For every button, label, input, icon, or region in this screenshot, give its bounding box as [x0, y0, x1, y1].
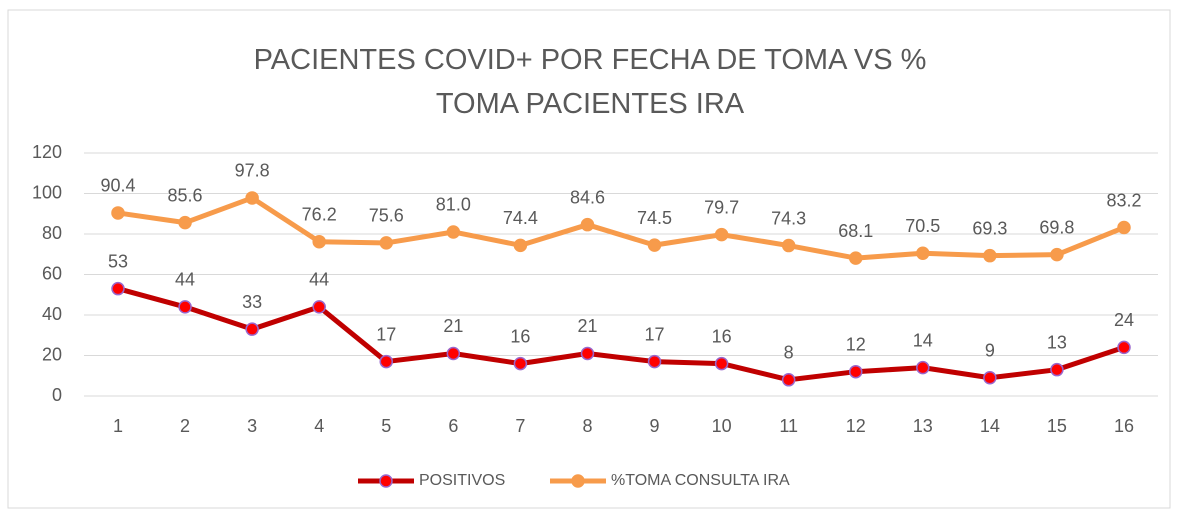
marker [379, 236, 394, 250]
series-line [117, 286, 1125, 383]
x-tick-label: 14 [980, 416, 1000, 436]
marker [178, 215, 192, 230]
data-label: 97.8 [235, 161, 270, 181]
data-label: 16 [712, 326, 732, 346]
marker [647, 238, 662, 252]
marker [245, 191, 259, 205]
x-tick-label: 4 [314, 416, 324, 436]
marker [312, 300, 326, 314]
marker [178, 300, 192, 314]
data-label: 8 [784, 343, 794, 363]
chart-border [7, 9, 1171, 509]
y-tick-label: 80 [42, 223, 62, 243]
data-label: 68.1 [838, 221, 873, 241]
marker [446, 225, 461, 239]
x-tick-label: 12 [846, 416, 866, 436]
series-line [117, 195, 1125, 261]
data-label: 74.4 [503, 208, 538, 228]
x-tick-label: 16 [1114, 416, 1134, 436]
legend-marker [379, 474, 393, 488]
data-label: 85.6 [168, 185, 203, 205]
marker [916, 360, 930, 375]
marker [446, 346, 461, 361]
marker [781, 373, 796, 387]
marker [1050, 362, 1064, 377]
x-tick-label: 13 [913, 416, 933, 436]
y-tick-label: 20 [42, 344, 62, 364]
x-tick-label: 1 [113, 416, 123, 436]
marker [714, 356, 729, 371]
marker [513, 238, 528, 253]
data-label: 21 [443, 316, 463, 336]
data-label: 69.3 [972, 218, 1007, 238]
data-label: 17 [645, 324, 665, 344]
data-label: 16 [510, 326, 530, 346]
data-label: 24 [1114, 310, 1134, 330]
data-label: 13 [1047, 332, 1067, 352]
y-tick-label: 40 [42, 304, 62, 324]
marker [848, 251, 863, 265]
x-tick-label: 10 [712, 416, 732, 436]
data-label: 12 [846, 334, 866, 354]
data-label: 53 [108, 251, 128, 271]
data-label: 76.2 [302, 204, 337, 224]
marker [245, 322, 259, 336]
y-tick-label: 120 [32, 142, 62, 162]
chart-title: PACIENTES COVID+ POR FECHA DE TOMA VS % … [253, 44, 927, 120]
data-label: 9 [985, 341, 995, 361]
data-label: 84.6 [570, 187, 605, 207]
y-tick-label: 100 [32, 182, 62, 202]
data-label: 17 [376, 324, 396, 344]
x-tick-label: 2 [180, 416, 190, 436]
data-label: 83.2 [1106, 190, 1141, 210]
marker [111, 281, 125, 296]
marker [647, 354, 662, 369]
marker [111, 206, 125, 220]
data-label: 90.4 [100, 176, 135, 196]
legend-label: %TOMA CONSULTA IRA [611, 472, 790, 489]
marker [1050, 247, 1064, 262]
marker [379, 354, 394, 369]
y-tick-label: 60 [42, 263, 62, 283]
x-tick-label: 8 [582, 416, 592, 436]
marker [580, 217, 595, 232]
data-label: 44 [175, 270, 195, 290]
x-tick-label: 11 [779, 416, 798, 436]
legend-label: POSITIVOS [419, 472, 505, 489]
x-tick-label: 5 [381, 416, 391, 436]
data-label: 14 [913, 330, 933, 350]
marker [312, 234, 326, 249]
x-tick-label: 6 [448, 416, 458, 436]
y-tick-label: 0 [52, 385, 62, 405]
data-label: 44 [309, 270, 329, 290]
marker [714, 227, 729, 242]
marker [1117, 220, 1131, 235]
data-label: 74.5 [637, 208, 672, 228]
x-tick-label: 3 [247, 416, 257, 436]
data-label: 69.8 [1039, 217, 1074, 237]
data-label: 75.6 [369, 206, 404, 226]
x-tick-label: 7 [515, 416, 525, 436]
data-label: 33 [242, 292, 262, 312]
data-label: 81.0 [436, 195, 471, 215]
marker [513, 356, 528, 371]
marker [580, 346, 595, 361]
marker [983, 248, 997, 263]
marker [1117, 340, 1131, 355]
legend-marker [571, 474, 585, 488]
data-label: 79.7 [704, 197, 739, 217]
x-tick-label: 15 [1047, 416, 1067, 436]
x-tick-label: 9 [650, 416, 660, 436]
marker [848, 364, 863, 379]
marker [983, 371, 997, 385]
data-label: 70.5 [905, 216, 940, 236]
data-label: 21 [577, 316, 597, 336]
marker [916, 246, 930, 260]
marker [781, 238, 796, 253]
data-label: 74.3 [771, 208, 806, 228]
